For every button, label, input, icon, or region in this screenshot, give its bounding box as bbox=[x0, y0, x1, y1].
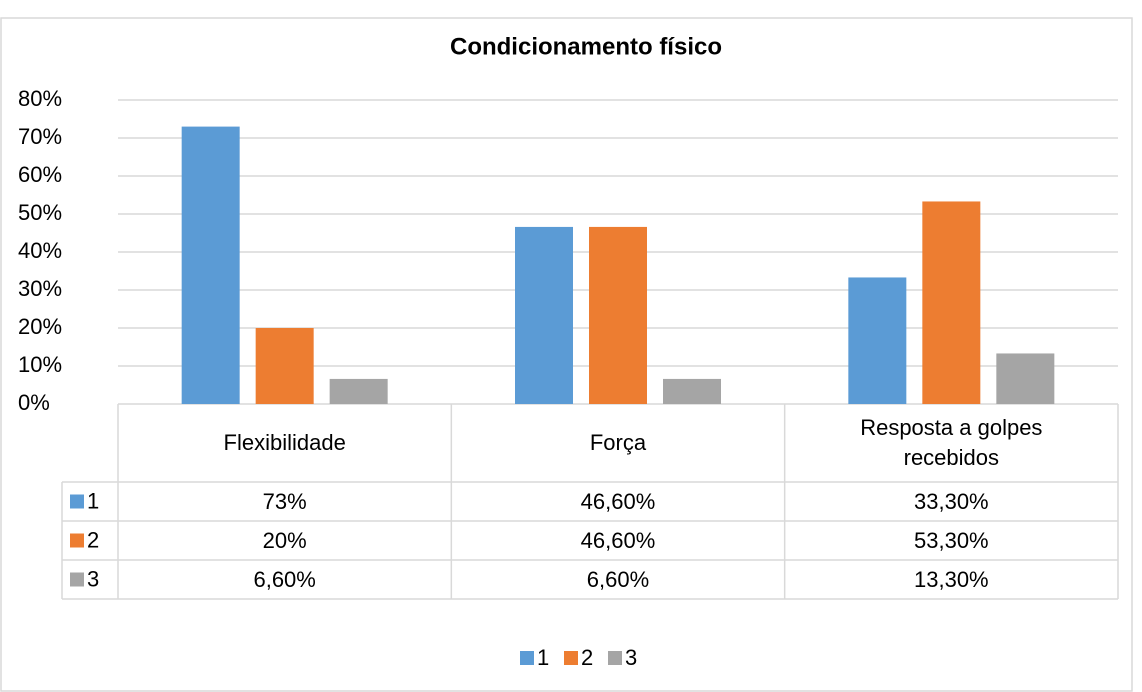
bar bbox=[181, 126, 240, 404]
table-series-name: 3 bbox=[87, 566, 99, 591]
chart-title: Condicionamento físico bbox=[450, 33, 722, 60]
table-value: 6,60% bbox=[253, 566, 316, 592]
legend-key bbox=[608, 651, 622, 665]
legend-label: 1 bbox=[537, 645, 549, 670]
bar bbox=[996, 353, 1055, 404]
table-category: Força bbox=[589, 430, 647, 456]
bar bbox=[922, 201, 981, 404]
table-series-name: 2 bbox=[87, 527, 99, 552]
y-tick-label: 70% bbox=[18, 124, 62, 149]
legend-label: 2 bbox=[581, 645, 593, 670]
table-value: 53,30% bbox=[914, 527, 989, 553]
y-tick-label: 50% bbox=[18, 200, 62, 225]
table-value: 46,60% bbox=[580, 527, 656, 553]
table-legend-key bbox=[70, 494, 84, 509]
table-value: 33,30% bbox=[914, 488, 989, 514]
table-legend-key bbox=[70, 572, 84, 587]
legend-key bbox=[564, 651, 578, 665]
y-tick-label: 30% bbox=[18, 276, 62, 301]
bar bbox=[589, 226, 647, 404]
table-series-name: 1 bbox=[87, 488, 99, 513]
bar bbox=[515, 226, 573, 404]
bar bbox=[663, 378, 721, 404]
bar bbox=[848, 277, 907, 404]
y-tick-label: 40% bbox=[18, 238, 62, 263]
table-legend-key bbox=[70, 533, 84, 548]
y-tick-label: 80% bbox=[18, 86, 62, 111]
y-tick-label: 10% bbox=[18, 352, 62, 377]
legend-key bbox=[520, 651, 534, 665]
y-tick-label: 0% bbox=[18, 390, 50, 415]
legend-label: 3 bbox=[625, 645, 637, 670]
y-tick-label: 20% bbox=[18, 314, 62, 339]
table-value: 6,60% bbox=[586, 566, 650, 592]
table-category: Resposta a golpes recebidos bbox=[860, 415, 1043, 470]
table-value: 20% bbox=[262, 527, 307, 553]
table-category: Flexibilidade bbox=[223, 430, 346, 456]
bar bbox=[329, 378, 388, 404]
y-tick-label: 60% bbox=[18, 162, 62, 187]
bar bbox=[255, 328, 314, 404]
table-value: 13,30% bbox=[914, 566, 989, 592]
table-value: 73% bbox=[262, 488, 307, 514]
table-value: 46,60% bbox=[580, 488, 656, 514]
